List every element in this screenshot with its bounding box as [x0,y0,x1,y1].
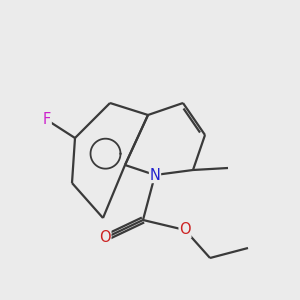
Text: N: N [150,167,160,182]
Text: O: O [99,230,111,245]
Text: F: F [43,112,51,128]
Text: O: O [179,223,191,238]
